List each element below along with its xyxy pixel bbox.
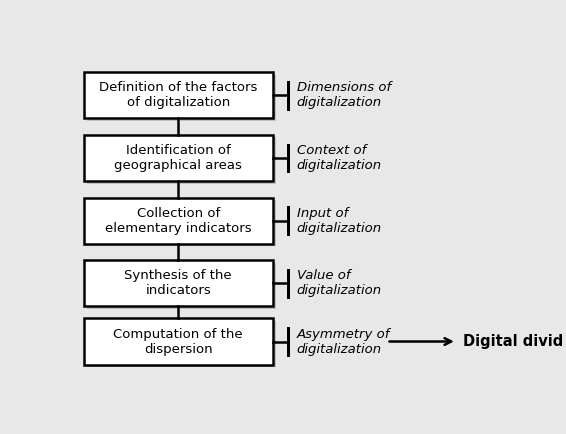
Bar <box>87 321 276 367</box>
Bar <box>84 135 273 181</box>
Bar <box>84 319 273 365</box>
Text: Dimensions of
digitalization: Dimensions of digitalization <box>297 81 391 109</box>
Text: Computation of the
dispersion: Computation of the dispersion <box>113 328 243 355</box>
Text: Identification of
geographical areas: Identification of geographical areas <box>114 144 242 172</box>
Bar <box>84 197 273 244</box>
Text: Asymmetry of
digitalization: Asymmetry of digitalization <box>297 328 390 355</box>
Bar <box>84 260 273 306</box>
Bar <box>87 263 276 309</box>
Text: Definition of the factors
of digitalization: Definition of the factors of digitalizat… <box>99 81 258 109</box>
Bar <box>87 137 276 184</box>
Text: Synthesis of the
indicators: Synthesis of the indicators <box>125 270 232 297</box>
Text: Collection of
elementary indicators: Collection of elementary indicators <box>105 207 251 235</box>
Text: Input of
digitalization: Input of digitalization <box>297 207 382 235</box>
Bar <box>87 75 276 121</box>
Text: Value of
digitalization: Value of digitalization <box>297 270 382 297</box>
Text: Context of
digitalization: Context of digitalization <box>297 144 382 172</box>
Bar <box>84 72 273 118</box>
Text: Digital divid: Digital divid <box>464 334 564 349</box>
Bar <box>87 200 276 246</box>
